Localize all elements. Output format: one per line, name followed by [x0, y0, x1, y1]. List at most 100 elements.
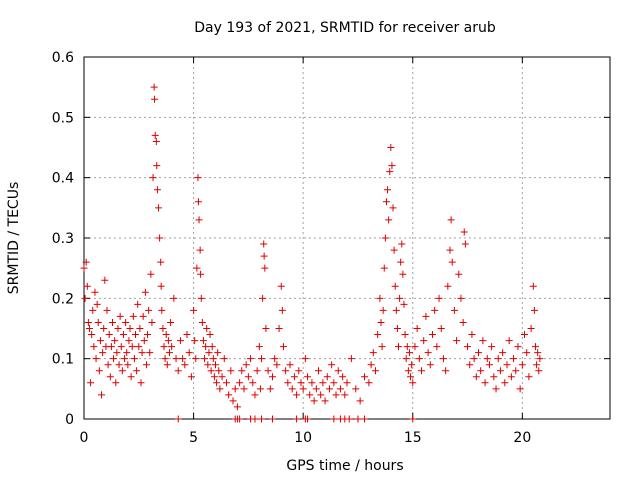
data-point: [222, 379, 230, 387]
data-point: [279, 343, 287, 351]
data-point: [137, 379, 145, 387]
data-point: [444, 282, 452, 290]
data-point: [391, 282, 399, 290]
data-point: [361, 373, 369, 381]
data-point: [310, 397, 318, 405]
data-point: [278, 306, 286, 314]
data-point: [485, 361, 493, 369]
data-point: [275, 325, 283, 332]
data-point: [409, 379, 417, 387]
data-point: [259, 294, 267, 302]
data-point: [521, 331, 529, 339]
data-point: [113, 349, 121, 357]
data-point: [208, 343, 216, 351]
data-point: [126, 325, 134, 332]
data-point: [398, 240, 406, 248]
data-point: [88, 331, 96, 339]
data-point: [158, 306, 166, 314]
data-point: [168, 343, 176, 351]
data-point: [124, 361, 132, 369]
data-point: [295, 367, 303, 375]
data-point: [157, 282, 165, 290]
data-point: [170, 294, 178, 302]
data-point: [428, 331, 436, 339]
data-point: [80, 264, 88, 272]
data-point: [236, 415, 244, 423]
data-point: [264, 367, 272, 375]
data-point: [142, 361, 150, 369]
data-point: [161, 355, 169, 363]
data-point: [531, 343, 539, 351]
data-point: [187, 373, 195, 381]
data-point: [453, 337, 461, 345]
data-point: [401, 331, 409, 339]
data-point: [277, 282, 285, 290]
data-point: [293, 415, 301, 423]
y-tick-label: 0: [65, 412, 74, 428]
data-point: [501, 379, 509, 387]
data-point: [212, 361, 219, 369]
data-point: [418, 367, 426, 375]
data-point: [488, 343, 496, 351]
data-point: [392, 306, 400, 314]
data-point: [146, 349, 154, 357]
data-point: [214, 349, 222, 357]
data-point: [134, 300, 142, 308]
data-point: [202, 343, 210, 351]
data-point: [104, 361, 112, 369]
data-point: [479, 337, 487, 345]
data-point: [152, 137, 160, 145]
data-point: [151, 131, 159, 139]
data-point: [98, 391, 106, 399]
data-point: [114, 325, 122, 332]
data-point: [470, 355, 478, 363]
axis-ticks: 0 0.1 0.2 0.3 0.4 0.5 0.6 0 5 10 15 20: [52, 50, 610, 446]
data-point: [328, 361, 336, 369]
data-point: [258, 355, 266, 363]
data-point: [396, 294, 404, 302]
data-point: [361, 415, 369, 423]
data-point: [312, 385, 320, 393]
data-point: [284, 379, 292, 387]
data-point: [365, 379, 373, 387]
data-point: [84, 318, 92, 326]
data-point: [481, 379, 489, 387]
data-point: [118, 367, 126, 375]
data-point: [256, 385, 264, 393]
data-point: [367, 361, 375, 369]
data-point: [510, 355, 518, 363]
data-point: [203, 325, 211, 332]
data-point: [266, 385, 274, 393]
data-point: [119, 331, 127, 339]
data-point: [96, 337, 104, 345]
data-point: [260, 240, 268, 248]
data-point: [290, 373, 298, 381]
data-point: [405, 349, 413, 357]
data-point: [140, 337, 148, 345]
data-point: [356, 397, 364, 405]
data-point: [330, 415, 338, 423]
data-point: [163, 361, 171, 369]
data-point: [112, 379, 120, 387]
data-point: [218, 373, 226, 381]
data-point: [457, 294, 465, 302]
data-point: [492, 385, 500, 393]
data-point: [139, 312, 147, 320]
data-point: [459, 318, 467, 326]
data-point: [127, 373, 135, 381]
data-point: [231, 385, 239, 393]
data-point: [447, 216, 455, 224]
x-tick-label: 10: [294, 430, 312, 446]
y-tick-label: 0.6: [52, 50, 74, 66]
data-point: [129, 312, 137, 320]
data-point: [255, 343, 263, 351]
data-point: [271, 355, 279, 363]
data-point: [397, 258, 405, 266]
data-point: [110, 355, 118, 363]
data-point: [315, 367, 323, 375]
data-point: [411, 343, 419, 351]
data-point: [194, 174, 202, 182]
data-point: [317, 391, 325, 399]
y-tick-label: 0.3: [52, 231, 74, 247]
x-tick-label: 0: [80, 430, 89, 446]
